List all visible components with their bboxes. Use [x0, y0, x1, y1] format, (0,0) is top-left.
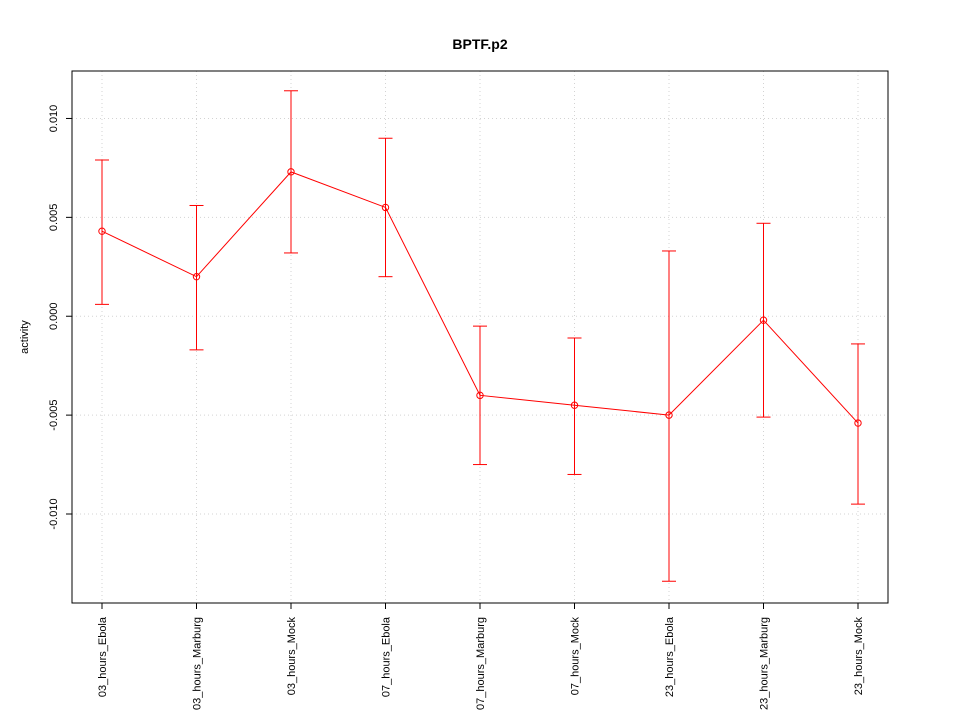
data-points: [98, 168, 862, 427]
data-point: [287, 168, 295, 176]
chart-title: BPTF.p2: [452, 36, 507, 52]
y-tick-label: -0.005: [48, 400, 60, 431]
y-axis: -0.010 -0.005 0.000 0.005 0.010: [48, 105, 72, 530]
x-tick-label: 23_hours_Ebola: [664, 616, 676, 697]
y-tick-label: 0.000: [48, 302, 60, 330]
data-point: [192, 272, 201, 281]
y-tick-label: 0.005: [48, 204, 60, 232]
x-tick-label: 23_hours_Mock: [853, 617, 865, 696]
series-line: [101, 171, 859, 424]
x-axis: 03_hours_Ebola 03_hours_Marburg 03_hours_M…: [97, 603, 865, 710]
data-point: [381, 203, 390, 212]
x-tick-label: 03_hours_Mock: [286, 617, 298, 696]
x-tick-label: 03_hours_Ebola: [97, 616, 109, 697]
series-line-group: [101, 171, 859, 424]
y-tick-label: -0.010: [48, 498, 60, 529]
x-tick-label: 07_hours_Mock: [570, 617, 582, 696]
data-point: [476, 391, 484, 400]
data-point: [665, 411, 673, 419]
data-point: [98, 227, 106, 235]
y-axis-label: activity: [19, 320, 31, 354]
x-tick-label: 23_hours_Marburg: [759, 617, 771, 710]
x-tick-label: 07_hours_Ebola: [381, 616, 393, 697]
data-point: [759, 316, 768, 324]
x-tick-label: 03_hours_Marburg: [192, 617, 204, 710]
y-tick-label: 0.010: [48, 105, 60, 133]
data-point: [570, 401, 579, 409]
x-tick-label: 07_hours_Marburg: [475, 617, 487, 710]
data-point: [854, 419, 862, 427]
